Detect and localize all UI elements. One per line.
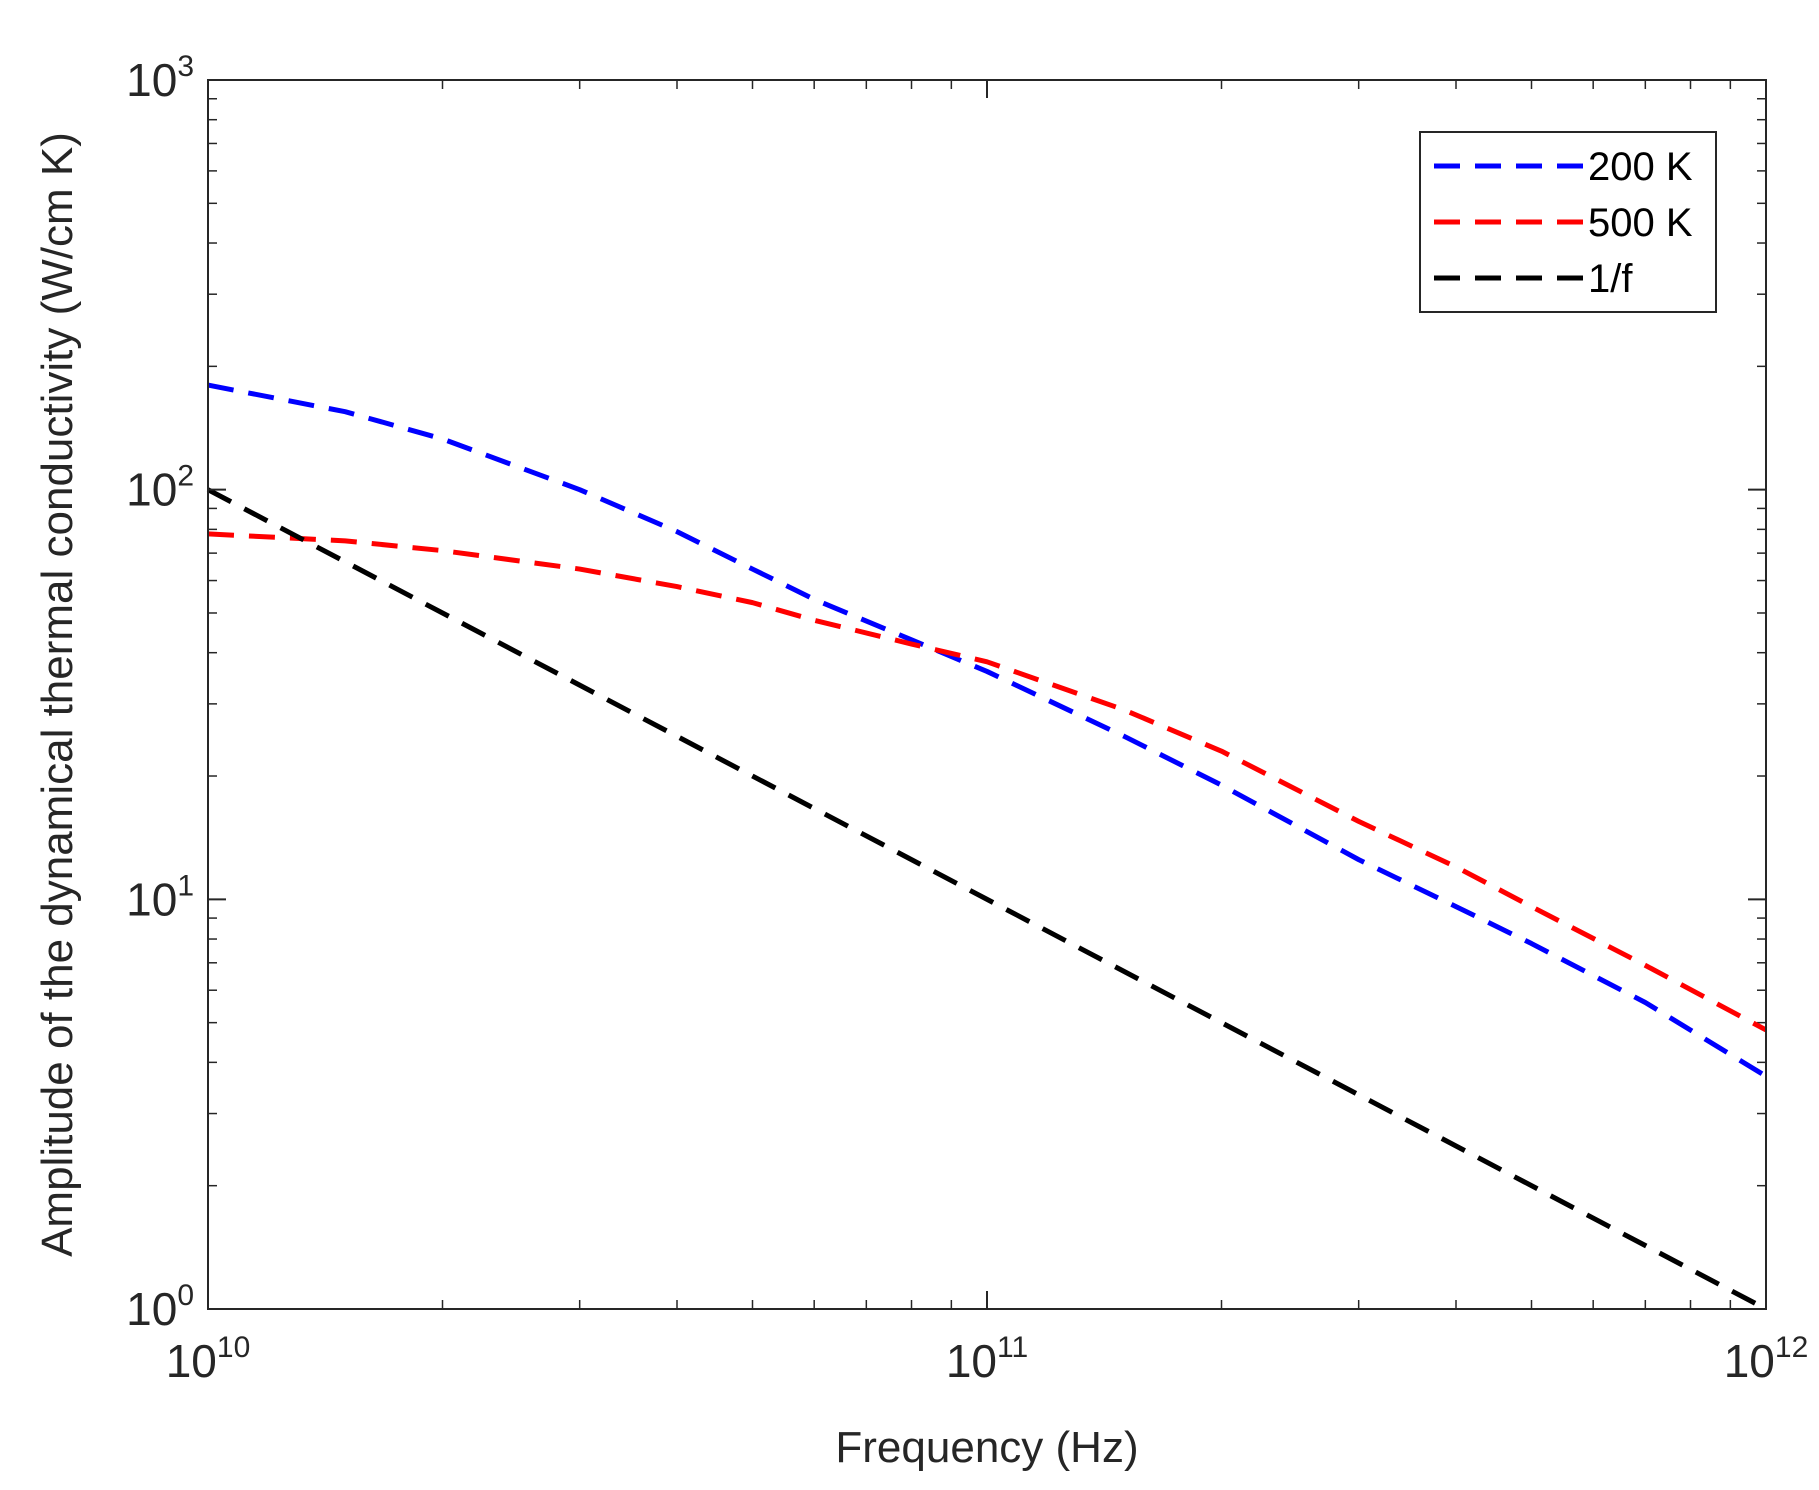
x-tick-label: 1012 — [1724, 1331, 1809, 1387]
y-tick-label: 101 — [126, 869, 194, 925]
legend-label-1: 500 K — [1588, 201, 1693, 245]
x-tick-label-base: 10 — [946, 1335, 997, 1387]
y-tick-label-exponent: 1 — [177, 869, 194, 902]
x-tick-label-exponent: 12 — [1775, 1331, 1808, 1364]
y-tick-label: 102 — [126, 460, 194, 516]
y-tick-label: 103 — [126, 50, 194, 106]
series-line-2 — [206, 487, 1768, 1312]
x-tick-label-base: 10 — [1724, 1335, 1775, 1387]
x-tick-label-base: 10 — [166, 1335, 217, 1387]
y-tick-label-base: 10 — [126, 873, 177, 925]
legend-label-2: 1/f — [1588, 257, 1633, 301]
minor-tick-group — [208, 80, 1766, 1309]
major-tick-group — [207, 79, 1767, 1310]
x-tick-label-group: 1010 1011 1012 — [166, 1331, 1809, 1387]
series-group — [206, 382, 1768, 1312]
series-line-0 — [207, 382, 1768, 1079]
legend: 200 K 500 K 1/f — [1419, 131, 1717, 313]
y-axis-title: Amplitude of the dynamical thermal condu… — [33, 132, 82, 1257]
x-axis-title: Frequency (Hz) — [835, 1423, 1138, 1472]
y-tick-label-exponent: 0 — [177, 1279, 194, 1312]
y-tick-label-base: 10 — [126, 54, 177, 106]
y-tick-label: 100 — [126, 1279, 194, 1335]
y-tick-label-exponent: 3 — [177, 50, 194, 83]
y-tick-label-base: 10 — [126, 464, 177, 516]
y-tick-label-exponent: 2 — [177, 460, 194, 493]
x-tick-label-exponent: 10 — [217, 1331, 250, 1364]
y-tick-label-base: 10 — [126, 1283, 177, 1335]
x-tick-label: 1010 — [166, 1331, 251, 1387]
x-tick-label: 1011 — [946, 1331, 1028, 1387]
x-tick-label-exponent: 11 — [997, 1331, 1028, 1364]
series-line-1 — [207, 531, 1768, 1033]
legend-label-0: 200 K — [1588, 145, 1693, 189]
